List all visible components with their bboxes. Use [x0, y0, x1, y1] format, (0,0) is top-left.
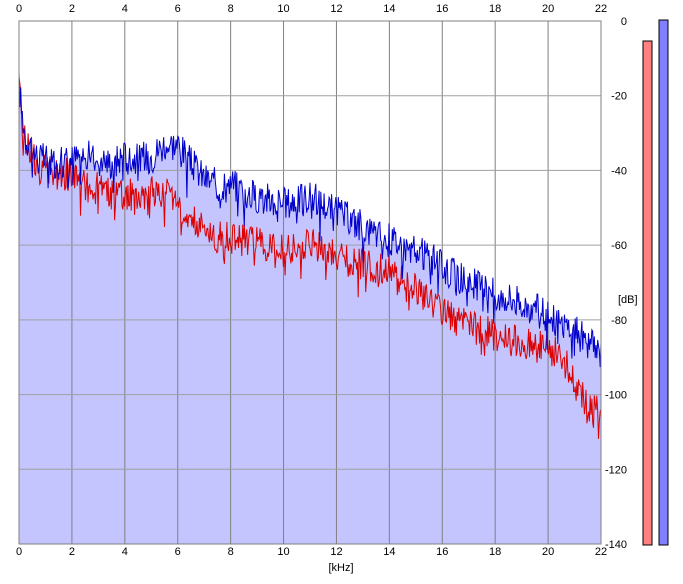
x-tick-label: 10 [277, 546, 289, 558]
x-tick-label: 22 [595, 546, 607, 558]
x-tick-label: 4 [122, 546, 128, 558]
x-tick-label: 10 [277, 3, 289, 15]
x-tick-label: 16 [436, 546, 448, 558]
x-tick-label: 20 [542, 546, 554, 558]
series-line-blue [18, 71, 602, 368]
tick-label-layer: 002244668810101212141416161818202022220-… [16, 3, 627, 558]
x-tick-label: 12 [330, 3, 342, 15]
x-tick-label: 6 [175, 3, 181, 15]
y-tick-label: -120 [605, 464, 627, 476]
plot-frame [18, 20, 602, 545]
spectrum-fill [19, 71, 601, 545]
x-tick-label: 14 [383, 546, 395, 558]
series-line-red [18, 76, 602, 439]
x-tick-label: 12 [330, 546, 342, 558]
y-tick-label: -80 [611, 315, 627, 327]
level-meters [642, 19, 669, 546]
x-tick-label: 8 [228, 546, 234, 558]
x-tick-label: 0 [16, 546, 22, 558]
x-tick-label: 0 [16, 3, 22, 15]
level-meter-left [642, 40, 653, 546]
x-tick-label: 14 [383, 3, 395, 15]
y-tick-label: 0 [621, 16, 627, 28]
y-axis-label: [dB] [618, 294, 638, 306]
x-tick-label: 18 [489, 3, 501, 15]
y-tick-label: -40 [611, 165, 627, 177]
x-tick-label: 8 [228, 3, 234, 15]
spectrum-fill-layer [19, 71, 601, 545]
y-tick-label: -140 [605, 539, 627, 551]
y-tick-label: -100 [605, 390, 627, 402]
x-tick-label: 20 [542, 3, 554, 15]
x-tick-label: 6 [175, 546, 181, 558]
x-tick-label: 2 [69, 3, 75, 15]
x-tick-label: 2 [69, 546, 75, 558]
y-tick-label: -60 [611, 240, 627, 252]
x-tick-label: 18 [489, 546, 501, 558]
x-axis-label: [kHz] [328, 562, 353, 574]
level-meter-right [658, 19, 669, 546]
x-tick-label: 22 [595, 3, 607, 15]
x-tick-label: 16 [436, 3, 448, 15]
y-tick-label: -20 [611, 91, 627, 103]
series-layer [18, 71, 602, 439]
x-tick-label: 4 [122, 3, 128, 15]
